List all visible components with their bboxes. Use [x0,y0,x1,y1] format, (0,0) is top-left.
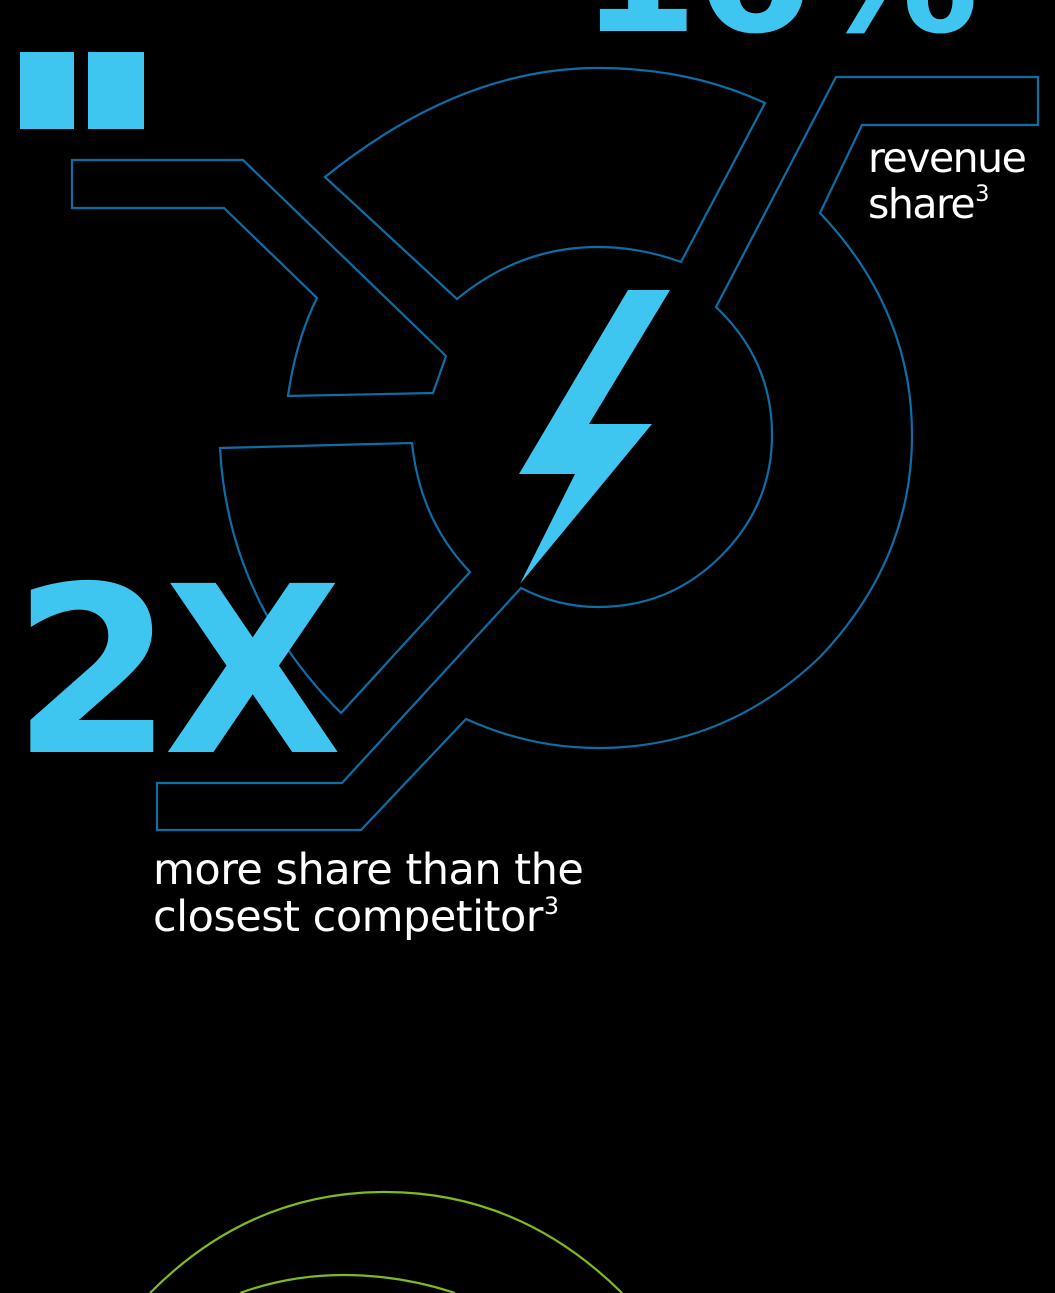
caption-line: more share than the [153,845,584,895]
gauge-outline-icon [70,66,1040,832]
stat-caption-revenue-share: revenue share3 [868,134,1027,228]
green-arc-outline-icon [149,1190,623,1293]
stat-value-share-multiple: 2X [12,537,342,807]
footnote-marker: 3 [975,181,989,207]
caption-line: closest competitor3 [153,891,559,943]
footnote-marker: 3 [543,891,559,920]
caption-line: revenue [868,134,1027,182]
lightning-bolt-icon [519,290,670,584]
stat-caption-share-multiple: more share than the closest competitor3 [153,845,584,943]
caption-line: share3 [868,179,989,228]
quote-mark-icon [20,52,144,129]
stat-value-revenue-share: 16% [580,0,979,58]
